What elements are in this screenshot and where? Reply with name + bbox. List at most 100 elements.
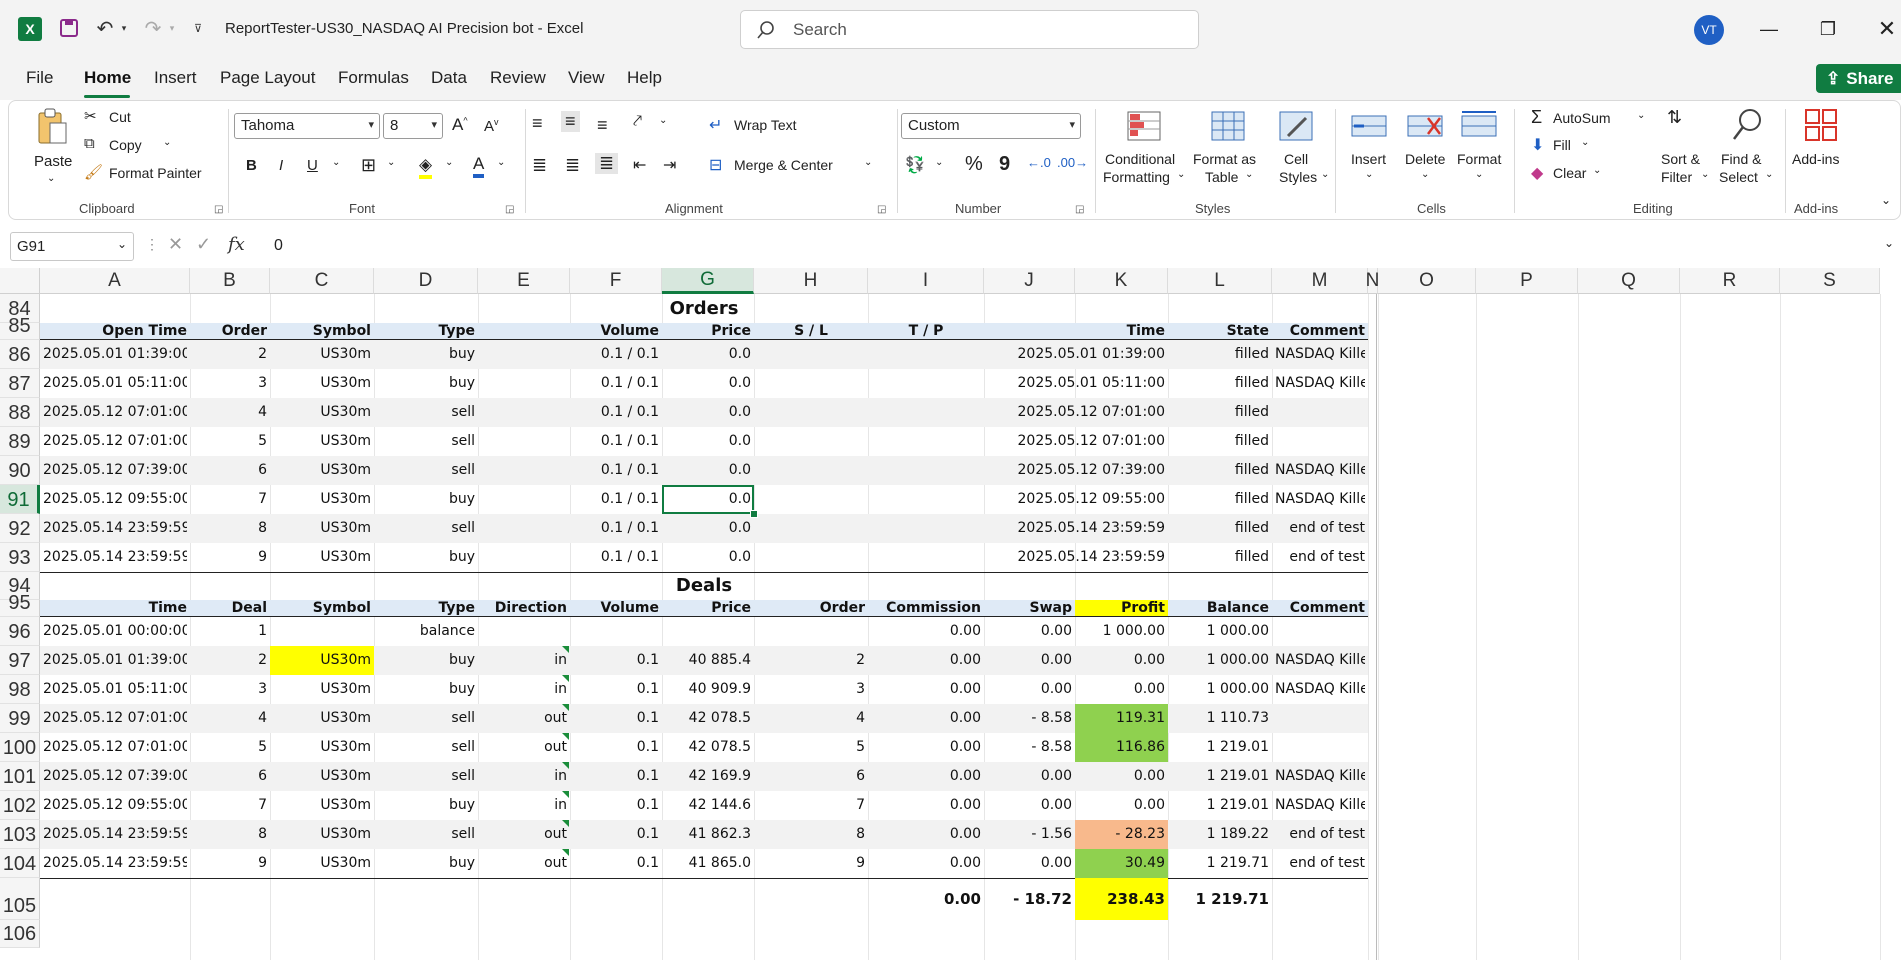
- deals-cell[interactable]: US30m: [320, 652, 371, 668]
- tab-home[interactable]: Home: [84, 68, 132, 87]
- orders-cell[interactable]: [871, 543, 981, 572]
- deals-cell[interactable]: 0.00: [1133, 797, 1165, 813]
- orders-cell[interactable]: [871, 398, 981, 427]
- currency-icon[interactable]: 💱: [905, 157, 925, 174]
- align-middle-icon[interactable]: ≡: [561, 111, 580, 132]
- deals-cell[interactable]: 42 144.6: [688, 797, 751, 813]
- deals-cell[interactable]: - 8.58: [1031, 739, 1072, 755]
- deals-cell[interactable]: buy: [448, 681, 475, 697]
- add-ins-button[interactable]: Add-ins: [1792, 151, 1840, 167]
- orders-header-7[interactable]: T / P: [908, 323, 944, 339]
- deals-cell[interactable]: 0.1: [636, 797, 659, 813]
- number-format-select[interactable]: Custom ▾: [901, 113, 1081, 139]
- deals-cell[interactable]: 0.00: [1133, 681, 1165, 697]
- column-header-i[interactable]: I: [868, 268, 984, 294]
- orders-header-3[interactable]: Type: [438, 323, 475, 339]
- row-header-92[interactable]: 92: [0, 514, 40, 543]
- format-painter-button[interactable]: Format Painter: [109, 165, 202, 181]
- deals-header-11[interactable]: Balance: [1206, 600, 1269, 616]
- deals-cell[interactable]: 2025.05.14 23:59:59: [43, 826, 187, 842]
- deals-cell[interactable]: 8: [258, 826, 267, 842]
- deals-cell[interactable]: 7: [258, 797, 267, 813]
- row-header-85[interactable]: 85: [0, 315, 40, 340]
- deals-header-4[interactable]: Direction: [494, 600, 567, 616]
- deals-cell[interactable]: 2025.05.01 05:11:00: [43, 681, 187, 697]
- orders-cell[interactable]: [757, 427, 865, 456]
- enter-icon[interactable]: ✓: [196, 234, 212, 254]
- deals-cell[interactable]: 0.00: [949, 652, 981, 668]
- deals-cell[interactable]: 42 078.5: [688, 739, 751, 755]
- orders-cell[interactable]: 2025.05.12 09:55:00: [43, 491, 187, 507]
- deals-cell[interactable]: US30m: [320, 797, 371, 813]
- undo-icon[interactable]: ↶: [96, 17, 114, 40]
- deals-cell[interactable]: 0.1: [636, 681, 659, 697]
- orders-cell[interactable]: [757, 398, 865, 427]
- column-header-s[interactable]: S: [1780, 268, 1880, 294]
- deals-cell[interactable]: end of test: [1289, 826, 1365, 842]
- deals-header-5[interactable]: Volume: [600, 600, 659, 616]
- orientation-icon[interactable]: ⤤: [633, 113, 643, 130]
- sort-filter-dropdown-icon[interactable]: ⌄: [1701, 169, 1710, 180]
- deals-cell[interactable]: 4: [856, 710, 865, 726]
- deals-cell[interactable]: out: [544, 710, 567, 726]
- format-as-table-label-2[interactable]: Table: [1205, 169, 1239, 185]
- deals-cell[interactable]: out: [544, 826, 567, 842]
- deals-cell[interactable]: 0.00: [949, 681, 981, 697]
- orders-cell[interactable]: 2025.05.01 01:39:00: [43, 346, 187, 362]
- deals-cell[interactable]: 30.49: [1124, 855, 1165, 871]
- deals-header-0[interactable]: Time: [148, 600, 187, 616]
- deals-cell[interactable]: out: [544, 739, 567, 755]
- column-header-a[interactable]: A: [40, 268, 190, 294]
- orders-cell[interactable]: filled: [1234, 520, 1269, 536]
- deals-cell[interactable]: 0.1: [636, 855, 659, 871]
- column-header-d[interactable]: D: [374, 268, 478, 294]
- deals-cell[interactable]: US30m: [320, 739, 371, 755]
- row-header-91[interactable]: 91: [0, 485, 40, 514]
- deals-header-10[interactable]: Profit: [1121, 600, 1165, 616]
- tab-file[interactable]: File: [26, 68, 54, 87]
- deals-cell[interactable]: 1 219.71: [1206, 855, 1269, 871]
- deals-cell[interactable]: NASDAQ Killer_MT5_: [1275, 652, 1365, 668]
- orders-cell[interactable]: [871, 369, 981, 398]
- find-select-dropdown-icon[interactable]: ⌄: [1765, 169, 1774, 180]
- orders-cell[interactable]: 2025.05.12 09:55:00: [1017, 491, 1166, 507]
- deals-cell[interactable]: 0.00: [949, 623, 981, 639]
- orders-cell[interactable]: buy: [448, 375, 475, 391]
- row-header-103[interactable]: 103: [0, 820, 40, 849]
- increase-font-icon[interactable]: A^: [452, 115, 468, 134]
- deals-cell[interactable]: NASDAQ Killer_MT5_: [1275, 681, 1365, 697]
- orders-cell[interactable]: 2025.05.14 23:59:59: [43, 520, 187, 536]
- column-header-h[interactable]: H: [754, 268, 868, 294]
- orders-cell[interactable]: NASDAQ Killer_MT5_: [1275, 491, 1365, 507]
- paste-dropdown-icon[interactable]: ⌄: [47, 173, 56, 184]
- orders-cell[interactable]: US30m: [320, 375, 371, 391]
- deals-cell[interactable]: 116.86: [1116, 739, 1165, 755]
- orders-cell[interactable]: buy: [448, 549, 475, 565]
- clipboard-launcher-icon[interactable]: ◲: [214, 204, 224, 215]
- deals-cell[interactable]: 0.1: [636, 768, 659, 784]
- orders-cell[interactable]: 0.0: [728, 549, 751, 565]
- deals-cell[interactable]: 41 865.0: [688, 855, 751, 871]
- share-button[interactable]: ⇪ Share: [1816, 64, 1901, 93]
- restore-icon[interactable]: ❐: [1819, 18, 1837, 39]
- orders-cell[interactable]: 4: [258, 404, 267, 420]
- italic-button[interactable]: I: [279, 157, 284, 174]
- cell-styles-label[interactable]: Cell: [1284, 151, 1309, 167]
- cut-icon[interactable]: ✂: [84, 108, 97, 125]
- deals-cell[interactable]: 9: [258, 855, 267, 871]
- orders-cell[interactable]: 0.0: [728, 346, 751, 362]
- deals-cell[interactable]: [1275, 617, 1365, 646]
- deals-cell[interactable]: NASDAQ Killer_MT5_: [1275, 797, 1365, 813]
- sort-filter-label[interactable]: Sort &: [1661, 151, 1700, 167]
- orders-title[interactable]: Orders: [669, 298, 739, 319]
- deals-header-3[interactable]: Type: [438, 600, 475, 616]
- deals-cell[interactable]: 1 189.22: [1206, 826, 1269, 842]
- orders-cell[interactable]: US30m: [320, 549, 371, 565]
- orders-header-4[interactable]: Volume: [600, 323, 659, 339]
- row-header-105[interactable]: 105: [0, 878, 40, 920]
- orders-cell[interactable]: sell: [451, 462, 475, 478]
- avatar[interactable]: VT: [1694, 15, 1724, 45]
- deals-header-2[interactable]: Symbol: [312, 600, 371, 616]
- column-header-l[interactable]: L: [1168, 268, 1272, 294]
- total-swap[interactable]: - 18.72: [1013, 890, 1072, 908]
